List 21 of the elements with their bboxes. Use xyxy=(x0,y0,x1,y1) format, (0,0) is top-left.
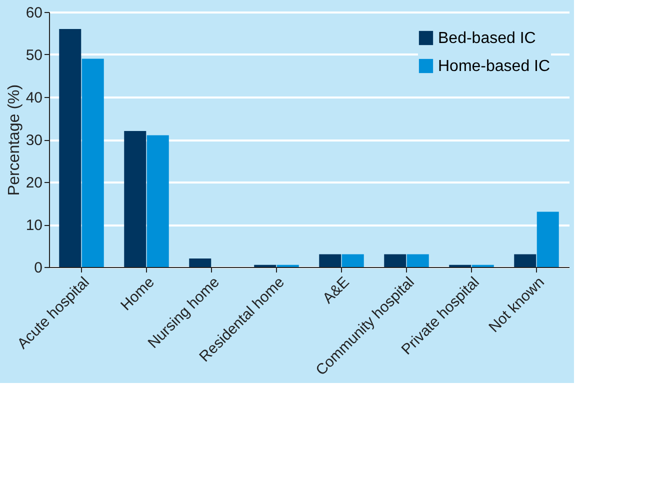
y-tick-label: 60 xyxy=(26,4,42,22)
bar xyxy=(146,135,169,267)
bar xyxy=(536,212,559,267)
bar xyxy=(82,58,104,267)
bar xyxy=(319,254,342,267)
y-tick-label: 0 xyxy=(34,260,42,276)
y-tick-label: 30 xyxy=(26,132,42,149)
y-tick-label: 10 xyxy=(26,217,42,234)
bar xyxy=(59,29,82,267)
legend-label: Home-based IC xyxy=(438,58,550,75)
y-tick-label: 20 xyxy=(26,174,42,192)
bar xyxy=(384,254,406,267)
bar xyxy=(406,254,429,267)
bar xyxy=(342,254,364,267)
bar xyxy=(124,131,146,267)
y-axis-title: Percentage (%) xyxy=(6,84,23,196)
y-tick-label: 50 xyxy=(26,47,42,64)
bar xyxy=(189,258,212,267)
y-tick-label: 40 xyxy=(26,90,42,106)
legend-label: Bed-based IC xyxy=(438,30,536,47)
bar xyxy=(514,254,536,267)
